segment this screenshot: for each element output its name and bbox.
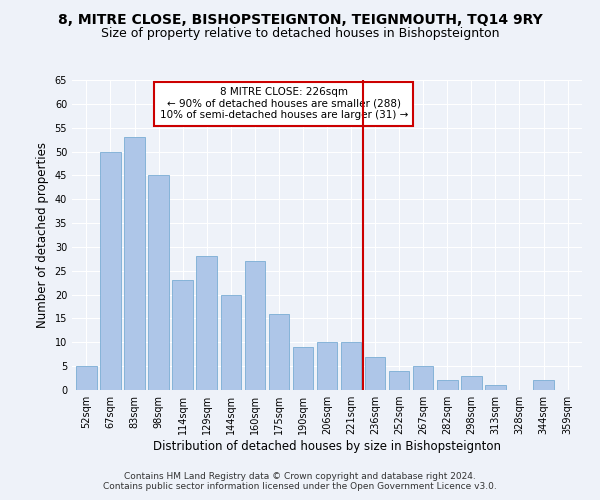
Bar	[437, 380, 458, 390]
Text: Size of property relative to detached houses in Bishopsteignton: Size of property relative to detached ho…	[101, 28, 499, 40]
Bar	[413, 366, 433, 390]
Bar	[389, 371, 409, 390]
Bar	[221, 294, 241, 390]
X-axis label: Distribution of detached houses by size in Bishopsteignton: Distribution of detached houses by size …	[153, 440, 501, 453]
Bar	[461, 376, 482, 390]
Bar	[293, 347, 313, 390]
Y-axis label: Number of detached properties: Number of detached properties	[36, 142, 49, 328]
Bar	[317, 342, 337, 390]
Bar	[76, 366, 97, 390]
Bar	[341, 342, 361, 390]
Text: 8, MITRE CLOSE, BISHOPSTEIGNTON, TEIGNMOUTH, TQ14 9RY: 8, MITRE CLOSE, BISHOPSTEIGNTON, TEIGNMO…	[58, 12, 542, 26]
Bar	[124, 137, 145, 390]
Bar	[196, 256, 217, 390]
Text: 8 MITRE CLOSE: 226sqm
← 90% of detached houses are smaller (288)
10% of semi-det: 8 MITRE CLOSE: 226sqm ← 90% of detached …	[160, 87, 408, 120]
Bar	[245, 261, 265, 390]
Bar	[100, 152, 121, 390]
Bar	[485, 385, 506, 390]
Bar	[172, 280, 193, 390]
Text: Contains public sector information licensed under the Open Government Licence v3: Contains public sector information licen…	[103, 482, 497, 491]
Text: Contains HM Land Registry data © Crown copyright and database right 2024.: Contains HM Land Registry data © Crown c…	[124, 472, 476, 481]
Bar	[365, 356, 385, 390]
Bar	[148, 176, 169, 390]
Bar	[533, 380, 554, 390]
Bar	[269, 314, 289, 390]
